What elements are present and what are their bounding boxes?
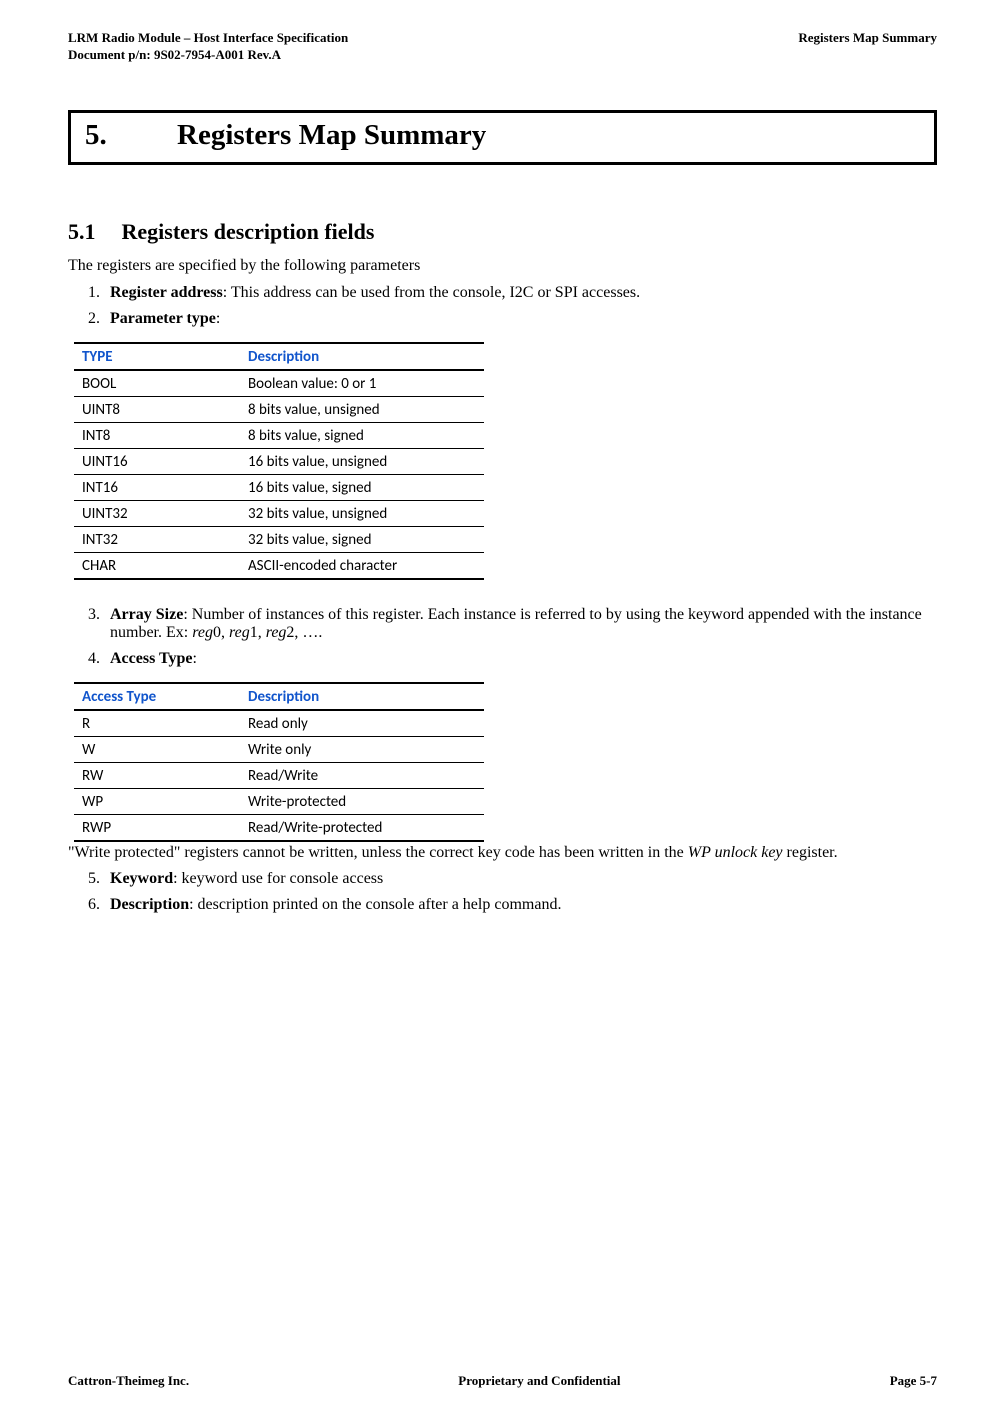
td-type: BOOL bbox=[74, 370, 240, 397]
section-heading: 5.1 Registers description fields bbox=[68, 219, 937, 245]
table-row: WWrite only bbox=[74, 737, 484, 763]
parameter-list: Register address: This address can be us… bbox=[68, 284, 937, 328]
td-type: CHAR bbox=[74, 553, 240, 580]
item-text: : bbox=[193, 650, 197, 667]
reg-keyword: reg bbox=[266, 624, 287, 641]
td-access: RW bbox=[74, 763, 240, 789]
table-row: UINT3232 bits value, unsigned bbox=[74, 501, 484, 527]
table-row: RRead only bbox=[74, 710, 484, 737]
table-row: UINT88 bits value, unsigned bbox=[74, 397, 484, 423]
header-right: Registers Map Summary bbox=[798, 30, 937, 64]
list-item: Array Size: Number of instances of this … bbox=[104, 606, 937, 642]
td-access: W bbox=[74, 737, 240, 763]
td-type: INT32 bbox=[74, 527, 240, 553]
reg-keyword: reg bbox=[192, 624, 213, 641]
access-type-table: Access Type Description RRead only WWrit… bbox=[74, 682, 484, 842]
table-row: INT1616 bits value, signed bbox=[74, 475, 484, 501]
table-row: BOOLBoolean value: 0 or 1 bbox=[74, 370, 484, 397]
after2: 2, …. bbox=[286, 624, 322, 641]
section-number: 5.1 bbox=[68, 219, 96, 245]
td-desc: ASCII-encoded character bbox=[240, 553, 484, 580]
after1: 1, bbox=[250, 624, 266, 641]
chapter-number: 5. bbox=[85, 119, 177, 152]
parameter-list-cont2: Keyword: keyword use for console access … bbox=[68, 870, 937, 914]
th-access: Access Type bbox=[74, 683, 240, 710]
item-text: : description printed on the console aft… bbox=[189, 896, 561, 913]
item-label: Register address bbox=[110, 284, 223, 301]
td-desc: Boolean value: 0 or 1 bbox=[240, 370, 484, 397]
table-row: UINT1616 bits value, unsigned bbox=[74, 449, 484, 475]
list-item: Description: description printed on the … bbox=[104, 896, 937, 914]
parameter-list-cont1: Array Size: Number of instances of this … bbox=[68, 606, 937, 668]
page-footer: Cattron-Theimeg Inc. Proprietary and Con… bbox=[68, 1373, 937, 1389]
item-label: Description bbox=[110, 896, 189, 913]
table-row: INT3232 bits value, signed bbox=[74, 527, 484, 553]
wp-italic: WP unlock key bbox=[688, 844, 783, 861]
item-label: Keyword bbox=[110, 870, 173, 887]
chapter-title-box: 5.Registers Map Summary bbox=[68, 110, 937, 165]
td-desc: 16 bits value, unsigned bbox=[240, 449, 484, 475]
footer-left: Cattron-Theimeg Inc. bbox=[68, 1373, 189, 1389]
header-left: LRM Radio Module – Host Interface Specif… bbox=[68, 30, 348, 64]
td-access: R bbox=[74, 710, 240, 737]
td-desc: Read only bbox=[240, 710, 484, 737]
item-text: : bbox=[216, 310, 220, 327]
list-item: Access Type: bbox=[104, 650, 937, 668]
td-access: WP bbox=[74, 789, 240, 815]
td-type: INT16 bbox=[74, 475, 240, 501]
td-desc: 16 bits value, signed bbox=[240, 475, 484, 501]
section-title: Registers description fields bbox=[122, 219, 375, 244]
wp-after: register. bbox=[783, 844, 838, 861]
write-protected-note: "Write protected" registers cannot be wr… bbox=[68, 844, 937, 862]
footer-center: Proprietary and Confidential bbox=[458, 1373, 620, 1389]
td-desc: Write only bbox=[240, 737, 484, 763]
list-item: Keyword: keyword use for console access bbox=[104, 870, 937, 888]
access-table-body: RRead only WWrite only RWRead/Write WPWr… bbox=[74, 710, 484, 841]
after0: 0, bbox=[213, 624, 229, 641]
td-desc: 32 bits value, unsigned bbox=[240, 501, 484, 527]
list-item: Register address: This address can be us… bbox=[104, 284, 937, 302]
list-item: Parameter type: bbox=[104, 310, 937, 328]
type-table: TYPE Description BOOLBoolean value: 0 or… bbox=[74, 342, 484, 580]
table-row: RWRead/Write bbox=[74, 763, 484, 789]
th-type: TYPE bbox=[74, 343, 240, 370]
section-5-1: 5.1 Registers description fields The regi… bbox=[68, 219, 937, 915]
table-row: INT88 bits value, signed bbox=[74, 423, 484, 449]
item-text: : keyword use for console access bbox=[173, 870, 383, 887]
td-desc: 8 bits value, unsigned bbox=[240, 397, 484, 423]
item-label: Parameter type bbox=[110, 310, 216, 327]
td-desc: Read/Write-protected bbox=[240, 815, 484, 842]
td-desc: Read/Write bbox=[240, 763, 484, 789]
th-desc: Description bbox=[240, 683, 484, 710]
chapter-title: Registers Map Summary bbox=[177, 119, 486, 151]
wp-before: "Write protected" registers cannot be wr… bbox=[68, 844, 688, 861]
td-type: UINT16 bbox=[74, 449, 240, 475]
header-product: LRM Radio Module – Host Interface Specif… bbox=[68, 30, 348, 47]
td-desc: 32 bits value, signed bbox=[240, 527, 484, 553]
footer-right: Page 5-7 bbox=[890, 1373, 937, 1389]
td-access: RWP bbox=[74, 815, 240, 842]
item-text: : This address can be used from the cons… bbox=[223, 284, 640, 301]
td-type: INT8 bbox=[74, 423, 240, 449]
type-table-body: BOOLBoolean value: 0 or 1 UINT88 bits va… bbox=[74, 370, 484, 579]
table-row: RWPRead/Write-protected bbox=[74, 815, 484, 842]
table-row: CHARASCII-encoded character bbox=[74, 553, 484, 580]
td-type: UINT32 bbox=[74, 501, 240, 527]
item-label: Array Size bbox=[110, 606, 183, 623]
td-desc: Write-protected bbox=[240, 789, 484, 815]
page-header: LRM Radio Module – Host Interface Specif… bbox=[68, 30, 937, 64]
section-intro: The registers are specified by the follo… bbox=[68, 255, 937, 277]
table-row: WPWrite-protected bbox=[74, 789, 484, 815]
header-doc-pn: Document p/n: 9S02-7954-A001 Rev.A bbox=[68, 47, 348, 64]
th-desc: Description bbox=[240, 343, 484, 370]
td-type: UINT8 bbox=[74, 397, 240, 423]
td-desc: 8 bits value, signed bbox=[240, 423, 484, 449]
reg-keyword: reg bbox=[229, 624, 250, 641]
item-label: Access Type bbox=[110, 650, 193, 667]
